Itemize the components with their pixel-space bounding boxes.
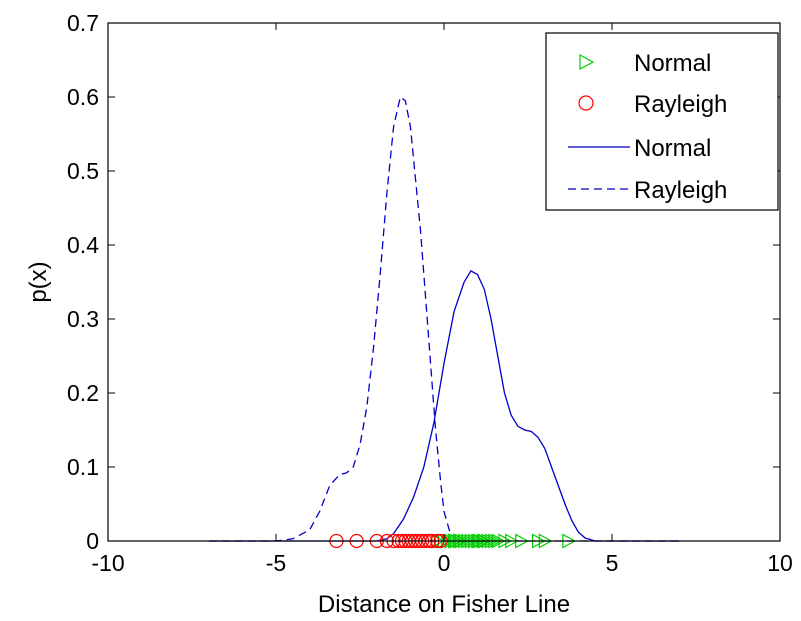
- x-tick-label: 5: [606, 550, 619, 576]
- y-tick-label: 0: [86, 528, 99, 554]
- x-tick-label: 10: [767, 550, 793, 576]
- y-tick-label: 0.2: [67, 380, 99, 406]
- legend-label: Normal: [634, 135, 711, 162]
- x-tick-label: -5: [266, 550, 286, 576]
- y-tick-label: 0.6: [67, 84, 99, 110]
- y-tick-label: 0.5: [67, 158, 99, 184]
- legend-label: Normal: [634, 50, 711, 77]
- legend-marker-circle: [578, 95, 594, 111]
- y-tick-label: 0.4: [67, 232, 99, 258]
- legend-marker-triangle: [579, 53, 595, 71]
- y-tick-label: 0.7: [67, 10, 99, 36]
- y-tick-label: 0.1: [67, 454, 99, 480]
- series-line-rayleigh: [208, 95, 680, 542]
- legend-box: [545, 32, 779, 211]
- legend: Normal Rayleigh Normal Rayleigh: [545, 32, 779, 211]
- y-axis-label: p(x): [25, 261, 52, 302]
- series-line-normal: [208, 270, 680, 542]
- x-tick-label: 0: [438, 550, 451, 576]
- axis-tick-labels: -10 -5 0 5 10 0 0.1 0.2 0.3 0.4 0.5 0.6 0.7: [67, 10, 793, 576]
- y-tick-label: 0.3: [67, 306, 99, 332]
- legend-label: Rayleigh: [634, 91, 727, 118]
- x-axis-label: Distance on Fisher Line: [318, 591, 570, 618]
- x-tick-label: -10: [91, 550, 124, 576]
- legend-label: Rayleigh: [634, 177, 727, 204]
